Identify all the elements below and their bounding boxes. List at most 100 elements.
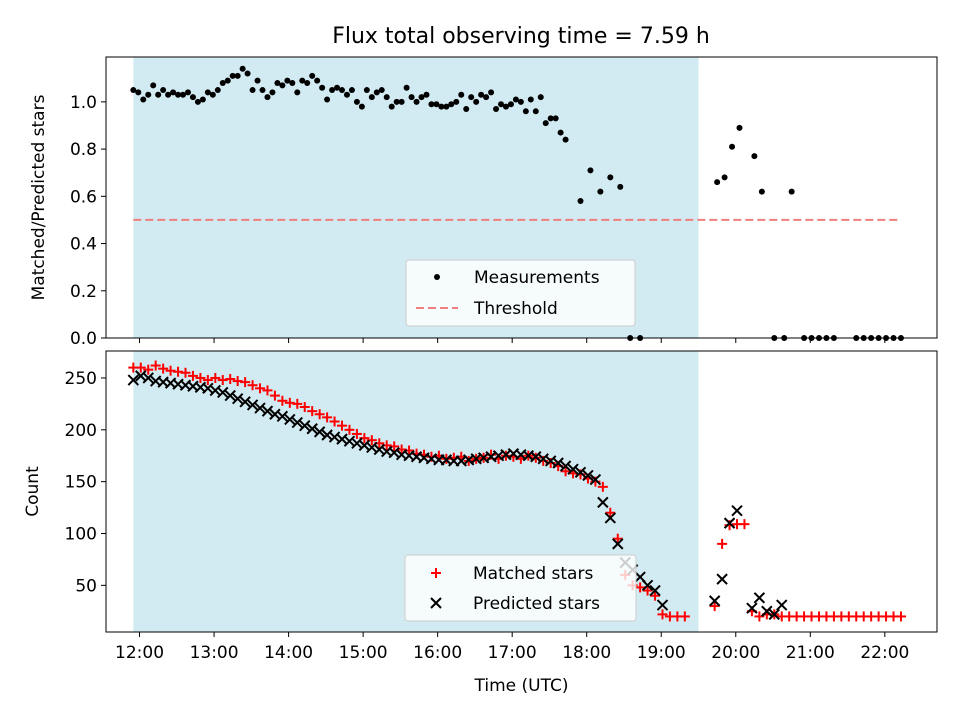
matched-star-point xyxy=(173,366,184,377)
legend-marker-predicted xyxy=(430,597,442,609)
matched-star-point xyxy=(605,507,616,518)
matched-star-point xyxy=(277,395,288,406)
bottom-y-axis-label: Count xyxy=(23,466,43,517)
matched-star-point xyxy=(150,360,161,371)
measurement-point xyxy=(527,96,534,103)
matched-star-point xyxy=(217,375,228,386)
measurement-point xyxy=(428,101,435,108)
y-tick-label: 0.0 xyxy=(70,329,97,349)
predicted-star-point xyxy=(753,592,766,604)
x-tick-label: 12:00 xyxy=(115,643,164,663)
measurement-point xyxy=(607,174,614,181)
matched-star-point xyxy=(284,397,295,408)
predicted-star-point xyxy=(299,419,311,432)
predicted-star-point xyxy=(567,463,579,475)
measurement-point xyxy=(189,94,196,101)
measurement-point xyxy=(254,77,261,84)
predicted-star-point xyxy=(261,405,274,417)
measurement-point xyxy=(413,98,420,105)
measurement-point xyxy=(353,98,360,105)
matched-star-point xyxy=(262,385,273,396)
measurement-point xyxy=(478,91,485,98)
measurement-point xyxy=(373,89,380,96)
predicted-star-point xyxy=(716,573,728,585)
measurement-point xyxy=(398,98,405,105)
measurement-point xyxy=(334,84,341,91)
measurement-point xyxy=(343,91,350,98)
predicted-star-point xyxy=(723,517,736,529)
predicted-star-point xyxy=(582,469,594,482)
measurement-point xyxy=(403,84,410,91)
measurement-point xyxy=(249,87,256,94)
measurement-point xyxy=(473,98,480,105)
y-tick-label: 1.0 xyxy=(70,93,97,113)
measurement-point xyxy=(468,94,475,101)
measurement-point xyxy=(329,87,336,94)
measurement-point xyxy=(736,124,743,131)
measurement-point xyxy=(284,77,291,84)
measurement-point xyxy=(383,94,390,101)
legend-marker-matched xyxy=(431,568,441,578)
predicted-star-point xyxy=(224,389,236,402)
matched-star-point xyxy=(269,390,280,401)
measurement-point xyxy=(130,87,137,94)
measurement-point xyxy=(279,82,286,89)
x-tick-label: 21:00 xyxy=(786,643,835,663)
measurement-point xyxy=(751,153,758,160)
measurement-point xyxy=(542,120,549,127)
measurement-point xyxy=(289,79,296,86)
matched-star-point xyxy=(560,466,571,477)
top-x-ticks xyxy=(139,338,886,343)
y-tick-label: 0.8 xyxy=(70,140,97,160)
measurement-point xyxy=(175,91,182,98)
x-tick-label: 18:00 xyxy=(562,643,611,663)
y-tick-label: 250 xyxy=(65,369,97,389)
matched-star-point xyxy=(135,362,146,373)
predicted-star-point xyxy=(254,402,266,414)
measurement-point xyxy=(388,103,395,110)
predicted-star-point xyxy=(641,579,654,592)
matched-star-point xyxy=(232,376,243,387)
bottom-axes-frame xyxy=(105,350,938,633)
measurement-point xyxy=(339,87,346,94)
measurement-point xyxy=(363,87,370,94)
predicted-star-point xyxy=(731,504,743,517)
measurement-point xyxy=(304,79,311,86)
predicted-star-point xyxy=(246,399,259,411)
measurement-point xyxy=(562,136,569,143)
matched-star-point xyxy=(210,372,221,383)
predicted-stars-points xyxy=(127,370,788,621)
matched-star-point xyxy=(202,375,213,386)
measurement-point xyxy=(324,96,331,103)
predicted-star-point xyxy=(589,473,602,486)
matched-star-point xyxy=(255,383,266,394)
matched-star-point xyxy=(895,611,906,622)
bottom-y-ticks: 50 100 150 200 250 xyxy=(65,369,106,596)
predicted-star-point xyxy=(776,599,788,611)
legend-label-matched: Matched stars xyxy=(473,564,593,584)
matched-star-point xyxy=(597,481,608,492)
predicted-star-point xyxy=(276,410,289,423)
predicted-star-point xyxy=(231,392,244,405)
predicted-star-point xyxy=(768,608,780,621)
bottom-panel: 12:00 13:00 14:00 15:00 16:00 17:00 18:00 19:00… xyxy=(23,350,938,696)
bottom-x-ticks: 12:00 13:00 14:00 15:00 16:00 17:00 18:00 19:00… xyxy=(115,632,909,663)
measurement-point xyxy=(160,87,167,94)
measurement-point xyxy=(502,103,509,110)
matched-star-point xyxy=(240,377,251,388)
predicted-star-point xyxy=(127,374,140,386)
y-tick-label: 0.2 xyxy=(70,282,97,302)
measurement-point xyxy=(507,101,514,108)
y-tick-label: 0.6 xyxy=(70,187,97,207)
measurement-point xyxy=(155,91,162,98)
measurement-point xyxy=(150,82,157,89)
predicted-star-point xyxy=(649,584,661,597)
measurement-point xyxy=(758,188,765,195)
measurement-point xyxy=(299,77,306,84)
matched-star-point xyxy=(195,372,206,383)
matched-star-point xyxy=(314,409,325,420)
measurement-point xyxy=(493,105,500,112)
measurement-point xyxy=(729,143,736,150)
predicted-star-point xyxy=(313,426,326,438)
predicted-star-point xyxy=(284,413,296,426)
